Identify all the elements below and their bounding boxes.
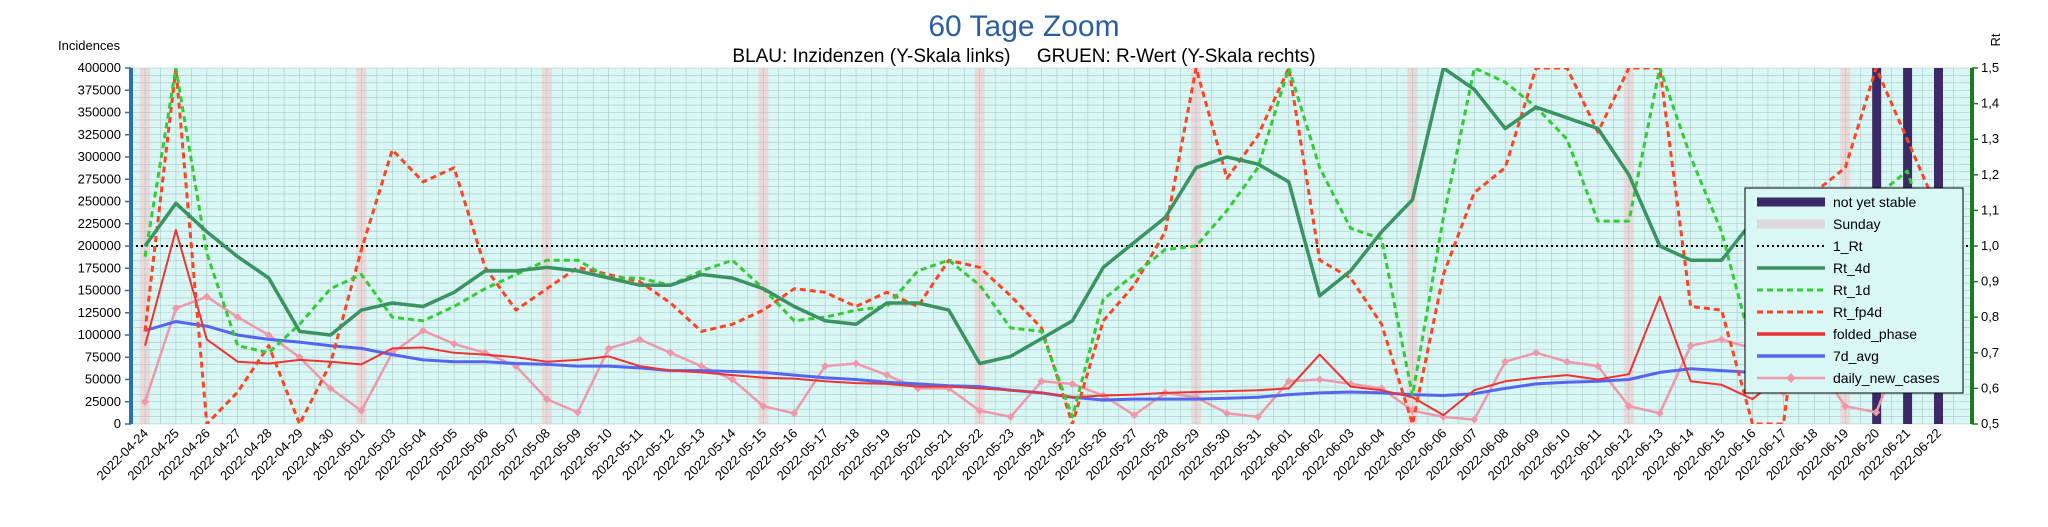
- series-folded-phase: [144, 229, 1939, 417]
- data-point: [728, 375, 737, 384]
- data-point: [1130, 411, 1139, 420]
- legend-label: 1_Rt: [1833, 238, 1863, 254]
- data-point: [1563, 357, 1572, 366]
- left-tick-label: 200000: [78, 238, 121, 253]
- right-tick-label: 1,1: [1981, 202, 1999, 217]
- data-point: [759, 402, 768, 411]
- data-point: [1284, 377, 1293, 386]
- right-tick-label: 0,6: [1981, 380, 1999, 395]
- right-tick-label: 1,3: [1981, 131, 1999, 146]
- data-point: [1593, 362, 1602, 371]
- right-tick-label: 1,5: [1981, 60, 1999, 75]
- data-point: [1068, 379, 1077, 388]
- chart-title: 60 Tage Zoom: [928, 10, 1119, 43]
- data-point: [450, 339, 459, 348]
- data-point: [419, 326, 428, 335]
- left-tick-label: 225000: [78, 216, 121, 231]
- left-tick-label: 0: [114, 416, 121, 431]
- right-tick-label: 0,5: [1981, 416, 1999, 431]
- series-line: [143, 68, 1938, 366]
- left-tick-label: 50000: [85, 372, 121, 387]
- data-point: [821, 362, 830, 371]
- right-tick-label: 0,7: [1981, 345, 1999, 360]
- legend-label: Sunday: [1833, 216, 1880, 232]
- series-Rt-fp4d: [143, 68, 1940, 424]
- data-point: [264, 331, 273, 339]
- left-tick-label: 250000: [78, 194, 121, 209]
- data-point: [1532, 348, 1541, 357]
- series-Rt-1d: [143, 68, 1940, 419]
- data-point: [1470, 415, 1479, 424]
- right-axis-label: Rt: [1988, 33, 2003, 46]
- data-point: [1686, 341, 1695, 350]
- legend-label: daily_new_cases: [1833, 370, 1940, 386]
- legend-label: folded_phase: [1833, 326, 1917, 342]
- left-tick-label: 300000: [78, 149, 121, 164]
- right-tick-label: 1,4: [1981, 96, 1999, 111]
- left-tick-label: 125000: [78, 305, 121, 320]
- left-tick-label: 375000: [78, 82, 121, 97]
- data-point: [852, 359, 861, 368]
- data-point: [635, 335, 644, 344]
- data-point: [202, 292, 211, 301]
- data-point: [1501, 357, 1510, 366]
- legend-marker: [1786, 373, 1796, 383]
- left-tick-label: 175000: [78, 260, 121, 275]
- data-point: [573, 408, 582, 417]
- legend-label: Rt_fp4d: [1833, 304, 1882, 320]
- left-tick-label: 75000: [85, 349, 121, 364]
- series-Rt-4d: [143, 68, 1938, 366]
- data-point: [1841, 402, 1850, 411]
- legend: not yet stable Sunday 1_Rt Rt_4d Rt_1d Rt_fp4…: [1744, 187, 1964, 394]
- data-point: [1872, 408, 1881, 417]
- data-point: [1624, 402, 1633, 411]
- legend-label: not yet stable: [1833, 194, 1916, 210]
- right-tick-label: 0,8: [1981, 309, 1999, 324]
- left-tick-label: 400000: [78, 60, 121, 75]
- series-line: [143, 68, 1940, 424]
- series-line: [143, 68, 1940, 419]
- data-point: [1253, 412, 1262, 421]
- data-point: [171, 304, 180, 313]
- data-point: [790, 409, 799, 418]
- right-tick-label: 1,0: [1981, 238, 1999, 253]
- data-point: [882, 371, 891, 380]
- left-tick-label: 25000: [85, 394, 121, 409]
- legend-label: Rt_4d: [1833, 260, 1870, 276]
- data-point: [1315, 375, 1324, 384]
- left-tick-label: 100000: [78, 327, 121, 342]
- data-point: [542, 395, 551, 404]
- right-tick-label: 0,9: [1981, 274, 1999, 289]
- data-point: [1006, 412, 1015, 421]
- data-point: [141, 397, 149, 406]
- data-point: [233, 313, 242, 322]
- data-point: [1655, 409, 1664, 418]
- right-tick-label: 1,2: [1981, 167, 1999, 182]
- series-line: [144, 229, 1939, 417]
- left-axis-label: Incidences: [58, 38, 121, 53]
- legend-label: Rt_1d: [1833, 282, 1870, 298]
- data-point: [1717, 335, 1726, 344]
- data-point: [697, 362, 706, 371]
- data-point: [975, 406, 984, 415]
- data-point: [357, 406, 366, 415]
- data-point: [666, 348, 675, 357]
- data-point: [1037, 377, 1046, 386]
- left-tick-label: 325000: [78, 127, 121, 142]
- left-tick-label: 350000: [78, 105, 121, 120]
- data-point: [604, 344, 613, 353]
- legend-label: 7d_avg: [1833, 348, 1879, 364]
- data-point: [1222, 409, 1231, 418]
- chart-subtitle: BLAU: Inzidenzen (Y-Skala links) GRUEN: …: [732, 46, 1315, 67]
- data-point: [326, 384, 335, 393]
- left-tick-label: 275000: [78, 171, 121, 186]
- left-tick-label: 150000: [78, 283, 121, 298]
